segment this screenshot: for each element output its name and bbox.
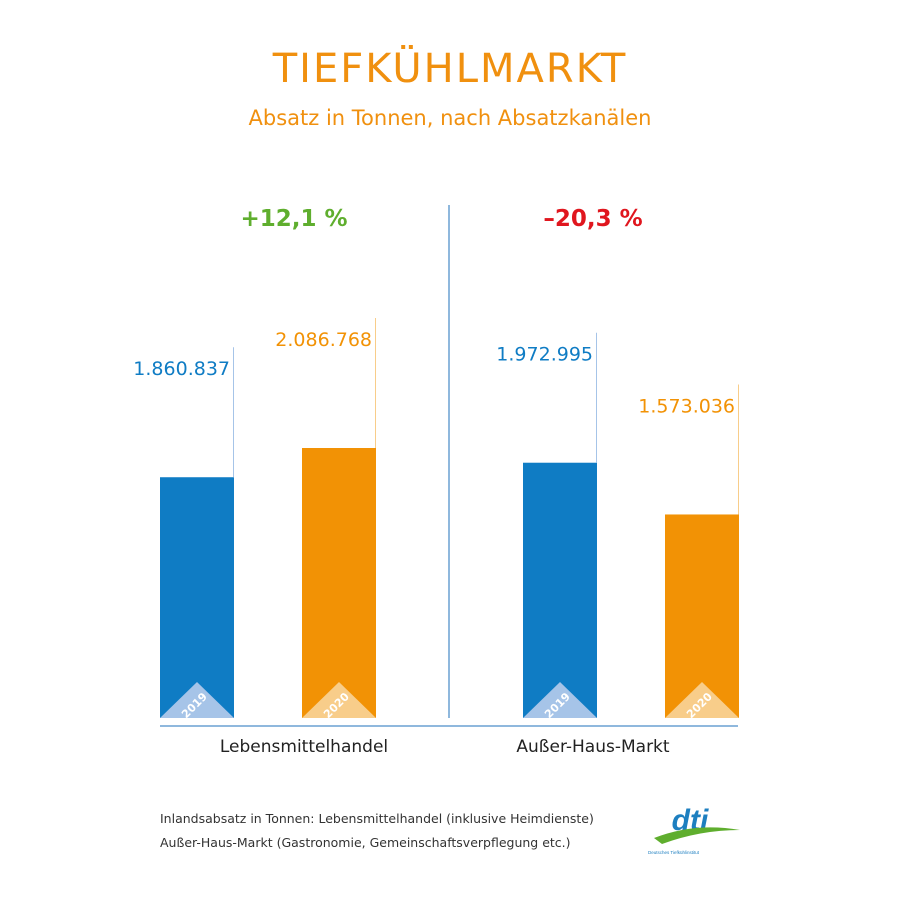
category-label-lebensmittelhandel: Lebensmittelhandel [220,737,388,757]
bar-2019-0 [160,477,234,718]
value-label-2019-0: 1.860.837 [133,358,230,380]
chart-subtitle: Absatz in Tonnen, nach Absatzkanälen [248,106,652,130]
chart-title: TIEFKÜHLMARKT [272,46,628,92]
dti-logo-subtext: Deutsches Tiefkühlinstitut [648,850,700,855]
bar-2020-0 [302,448,376,718]
change-label-lebensmittelhandel: +12,1 % [240,206,347,232]
bar-year-triangle [665,682,739,718]
bar-year-triangle [302,682,376,718]
category-label-ausser-haus: Außer-Haus-Markt [516,737,669,757]
bar-year-triangle [523,682,597,718]
footnote-line-1: Inlandsabsatz in Tonnen: Lebensmittelhan… [160,811,594,826]
footnote-line-2: Außer-Haus-Markt (Gastronomie, Gemeinsch… [160,835,571,850]
dti-logo-icon: dti Deutsches Tiefkühlinstitut [640,800,750,860]
value-label-2019-1: 1.972.995 [496,344,593,366]
change-label-ausser-haus: –20,3 % [543,206,642,232]
value-label-2020-0: 2.086.768 [275,329,372,351]
bar-year-triangle [160,682,234,718]
bar-2019-1 [523,462,597,718]
value-label-2020-1: 1.573.036 [638,395,735,417]
